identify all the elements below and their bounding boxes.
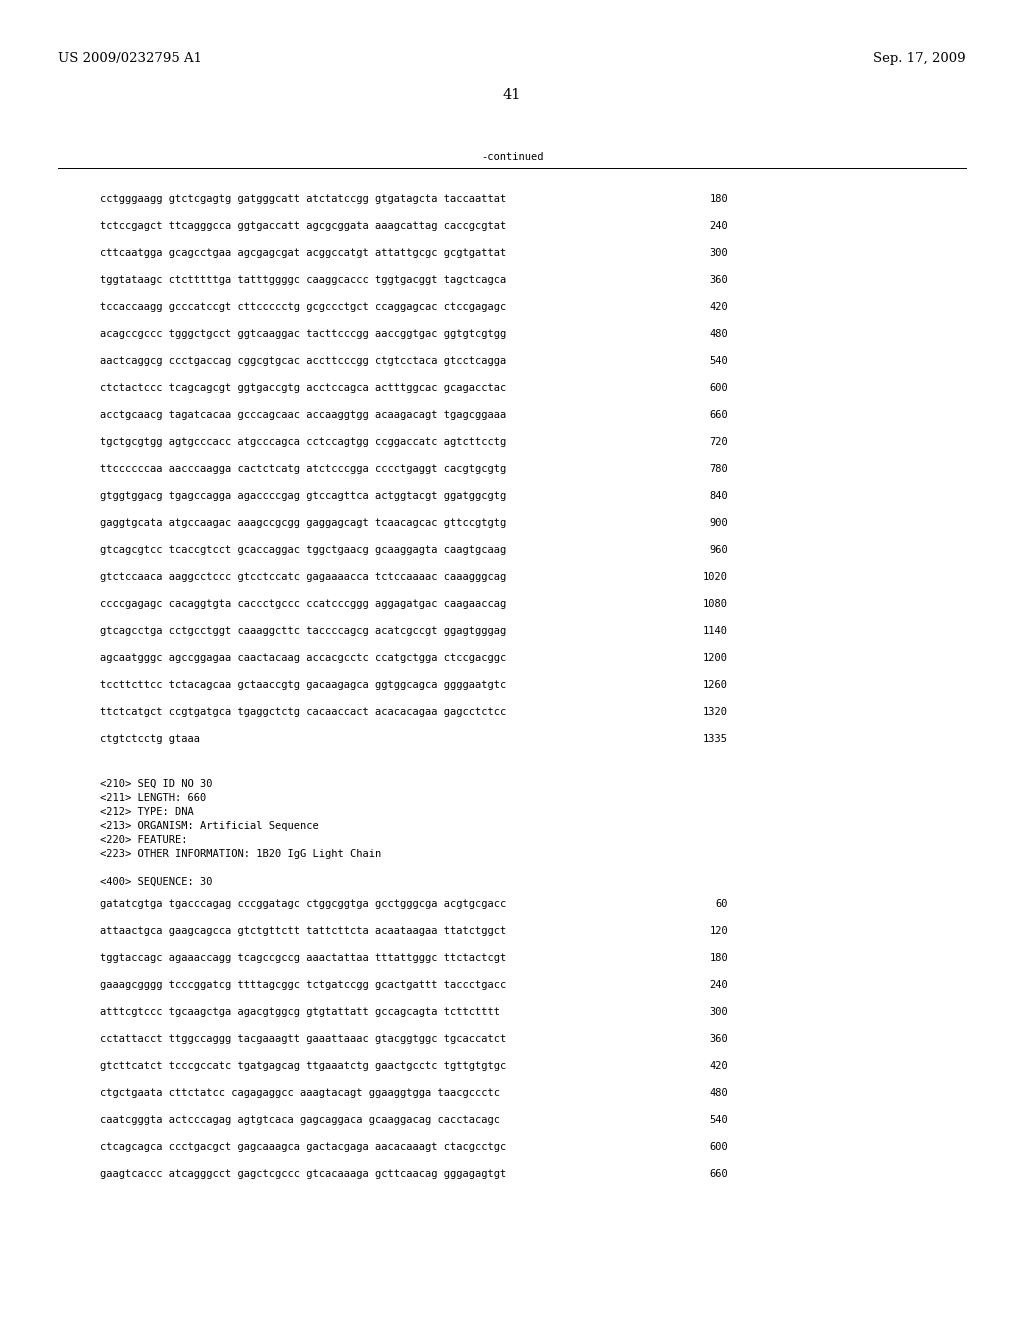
- Text: <223> OTHER INFORMATION: 1B20 IgG Light Chain: <223> OTHER INFORMATION: 1B20 IgG Light …: [100, 849, 381, 859]
- Text: gatatcgtga tgacccagag cccggatagc ctggcggtga gcctgggcga acgtgcgacc: gatatcgtga tgacccagag cccggatagc ctggcgg…: [100, 899, 506, 909]
- Text: gaagtcaccc atcagggcct gagctcgccc gtcacaaaga gcttcaacag gggagagtgt: gaagtcaccc atcagggcct gagctcgccc gtcacaa…: [100, 1170, 506, 1179]
- Text: 600: 600: [710, 1142, 728, 1152]
- Text: 660: 660: [710, 411, 728, 420]
- Text: <210> SEQ ID NO 30: <210> SEQ ID NO 30: [100, 779, 213, 789]
- Text: cttcaatgga gcagcctgaa agcgagcgat acggccatgt attattgcgc gcgtgattat: cttcaatgga gcagcctgaa agcgagcgat acggcca…: [100, 248, 506, 257]
- Text: 540: 540: [710, 356, 728, 366]
- Text: gtcagcgtcc tcaccgtcct gcaccaggac tggctgaacg gcaaggagta caagtgcaag: gtcagcgtcc tcaccgtcct gcaccaggac tggctga…: [100, 545, 506, 554]
- Text: tggtaccagc agaaaccagg tcagccgccg aaactattaa tttattgggc ttctactcgt: tggtaccagc agaaaccagg tcagccgccg aaactat…: [100, 953, 506, 964]
- Text: <220> FEATURE:: <220> FEATURE:: [100, 836, 187, 845]
- Text: atttcgtccc tgcaagctga agacgtggcg gtgtattatt gccagcagta tcttctttt: atttcgtccc tgcaagctga agacgtggcg gtgtatt…: [100, 1007, 500, 1016]
- Text: 420: 420: [710, 302, 728, 312]
- Text: gtctccaaca aaggcctccc gtcctccatc gagaaaacca tctccaaaac caaagggcag: gtctccaaca aaggcctccc gtcctccatc gagaaaa…: [100, 572, 506, 582]
- Text: 60: 60: [716, 899, 728, 909]
- Text: ctcagcagca ccctgacgct gagcaaagca gactacgaga aacacaaagt ctacgcctgc: ctcagcagca ccctgacgct gagcaaagca gactacg…: [100, 1142, 506, 1152]
- Text: ttccccccaa aacccaagga cactctcatg atctcccgga cccctgaggt cacgtgcgtg: ttccccccaa aacccaagga cactctcatg atctccc…: [100, 465, 506, 474]
- Text: cctgggaagg gtctcgagtg gatgggcatt atctatccgg gtgatagcta taccaattat: cctgggaagg gtctcgagtg gatgggcatt atctatc…: [100, 194, 506, 205]
- Text: aactcaggcg ccctgaccag cggcgtgcac accttcccgg ctgtcctaca gtcctcagga: aactcaggcg ccctgaccag cggcgtgcac accttcc…: [100, 356, 506, 366]
- Text: ctgtctcctg gtaaa: ctgtctcctg gtaaa: [100, 734, 200, 744]
- Text: gtggtggacg tgagccagga agaccccgag gtccagttca actggtacgt ggatggcgtg: gtggtggacg tgagccagga agaccccgag gtccagt…: [100, 491, 506, 502]
- Text: tccttcttcc tctacagcaa gctaaccgtg gacaagagca ggtggcagca ggggaatgtc: tccttcttcc tctacagcaa gctaaccgtg gacaaga…: [100, 680, 506, 690]
- Text: tctccgagct ttcagggcca ggtgaccatt agcgcggata aaagcattag caccgcgtat: tctccgagct ttcagggcca ggtgaccatt agcgcgg…: [100, 220, 506, 231]
- Text: -continued: -continued: [480, 152, 544, 162]
- Text: 41: 41: [503, 88, 521, 102]
- Text: ctgctgaata cttctatcc cagagaggcc aaagtacagt ggaaggtgga taacgccctc: ctgctgaata cttctatcc cagagaggcc aaagtaca…: [100, 1088, 500, 1098]
- Text: 1080: 1080: [703, 599, 728, 609]
- Text: caatcgggta actcccagag agtgtcaca gagcaggaca gcaaggacag cacctacagc: caatcgggta actcccagag agtgtcaca gagcagga…: [100, 1115, 500, 1125]
- Text: tccaccaagg gcccatccgt cttccccctg gcgccctgct ccaggagcac ctccgagagc: tccaccaagg gcccatccgt cttccccctg gcgccct…: [100, 302, 506, 312]
- Text: 780: 780: [710, 465, 728, 474]
- Text: cctattacct ttggccaggg tacgaaagtt gaaattaaac gtacggtggc tgcaccatct: cctattacct ttggccaggg tacgaaagtt gaaatta…: [100, 1034, 506, 1044]
- Text: 1140: 1140: [703, 626, 728, 636]
- Text: gtcttcatct tcccgccatc tgatgagcag ttgaaatctg gaactgcctc tgttgtgtgc: gtcttcatct tcccgccatc tgatgagcag ttgaaat…: [100, 1061, 506, 1071]
- Text: 180: 180: [710, 194, 728, 205]
- Text: tgctgcgtgg agtgcccacc atgcccagca cctccagtgg ccggaccatc agtcttcctg: tgctgcgtgg agtgcccacc atgcccagca cctccag…: [100, 437, 506, 447]
- Text: 300: 300: [710, 1007, 728, 1016]
- Text: 900: 900: [710, 517, 728, 528]
- Text: ccccgagagc cacaggtgta caccctgccc ccatcccggg aggagatgac caagaaccag: ccccgagagc cacaggtgta caccctgccc ccatccc…: [100, 599, 506, 609]
- Text: gaaagcgggg tcccggatcg ttttagcggc tctgatccgg gcactgattt taccctgacc: gaaagcgggg tcccggatcg ttttagcggc tctgatc…: [100, 979, 506, 990]
- Text: 240: 240: [710, 979, 728, 990]
- Text: 1335: 1335: [703, 734, 728, 744]
- Text: 180: 180: [710, 953, 728, 964]
- Text: tggtataagc ctctttttga tatttggggc caaggcaccc tggtgacggt tagctcagca: tggtataagc ctctttttga tatttggggc caaggca…: [100, 275, 506, 285]
- Text: acagccgccc tgggctgcct ggtcaaggac tacttcccgg aaccggtgac ggtgtcgtgg: acagccgccc tgggctgcct ggtcaaggac tacttcc…: [100, 329, 506, 339]
- Text: 840: 840: [710, 491, 728, 502]
- Text: 480: 480: [710, 329, 728, 339]
- Text: <400> SEQUENCE: 30: <400> SEQUENCE: 30: [100, 876, 213, 887]
- Text: Sep. 17, 2009: Sep. 17, 2009: [873, 51, 966, 65]
- Text: 1200: 1200: [703, 653, 728, 663]
- Text: 420: 420: [710, 1061, 728, 1071]
- Text: attaactgca gaagcagcca gtctgttctt tattcttcta acaataagaa ttatctggct: attaactgca gaagcagcca gtctgttctt tattctt…: [100, 927, 506, 936]
- Text: gaggtgcata atgccaagac aaagccgcgg gaggagcagt tcaacagcac gttccgtgtg: gaggtgcata atgccaagac aaagccgcgg gaggagc…: [100, 517, 506, 528]
- Text: 480: 480: [710, 1088, 728, 1098]
- Text: 300: 300: [710, 248, 728, 257]
- Text: acctgcaacg tagatcacaa gcccagcaac accaaggtgg acaagacagt tgagcggaaa: acctgcaacg tagatcacaa gcccagcaac accaagg…: [100, 411, 506, 420]
- Text: 1260: 1260: [703, 680, 728, 690]
- Text: agcaatgggc agccggagaa caactacaag accacgcctc ccatgctgga ctccgacggc: agcaatgggc agccggagaa caactacaag accacgc…: [100, 653, 506, 663]
- Text: <212> TYPE: DNA: <212> TYPE: DNA: [100, 807, 194, 817]
- Text: 720: 720: [710, 437, 728, 447]
- Text: 660: 660: [710, 1170, 728, 1179]
- Text: <211> LENGTH: 660: <211> LENGTH: 660: [100, 793, 206, 803]
- Text: 960: 960: [710, 545, 728, 554]
- Text: gtcagcctga cctgcctggt caaaggcttc taccccagcg acatcgccgt ggagtgggag: gtcagcctga cctgcctggt caaaggcttc tacccca…: [100, 626, 506, 636]
- Text: ttctcatgct ccgtgatgca tgaggctctg cacaaccact acacacagaa gagcctctcc: ttctcatgct ccgtgatgca tgaggctctg cacaacc…: [100, 708, 506, 717]
- Text: US 2009/0232795 A1: US 2009/0232795 A1: [58, 51, 202, 65]
- Text: 540: 540: [710, 1115, 728, 1125]
- Text: 600: 600: [710, 383, 728, 393]
- Text: 1320: 1320: [703, 708, 728, 717]
- Text: 1020: 1020: [703, 572, 728, 582]
- Text: 120: 120: [710, 927, 728, 936]
- Text: <213> ORGANISM: Artificial Sequence: <213> ORGANISM: Artificial Sequence: [100, 821, 318, 832]
- Text: 360: 360: [710, 275, 728, 285]
- Text: 360: 360: [710, 1034, 728, 1044]
- Text: 240: 240: [710, 220, 728, 231]
- Text: ctctactccc tcagcagcgt ggtgaccgtg acctccagca actttggcac gcagacctac: ctctactccc tcagcagcgt ggtgaccgtg acctcca…: [100, 383, 506, 393]
